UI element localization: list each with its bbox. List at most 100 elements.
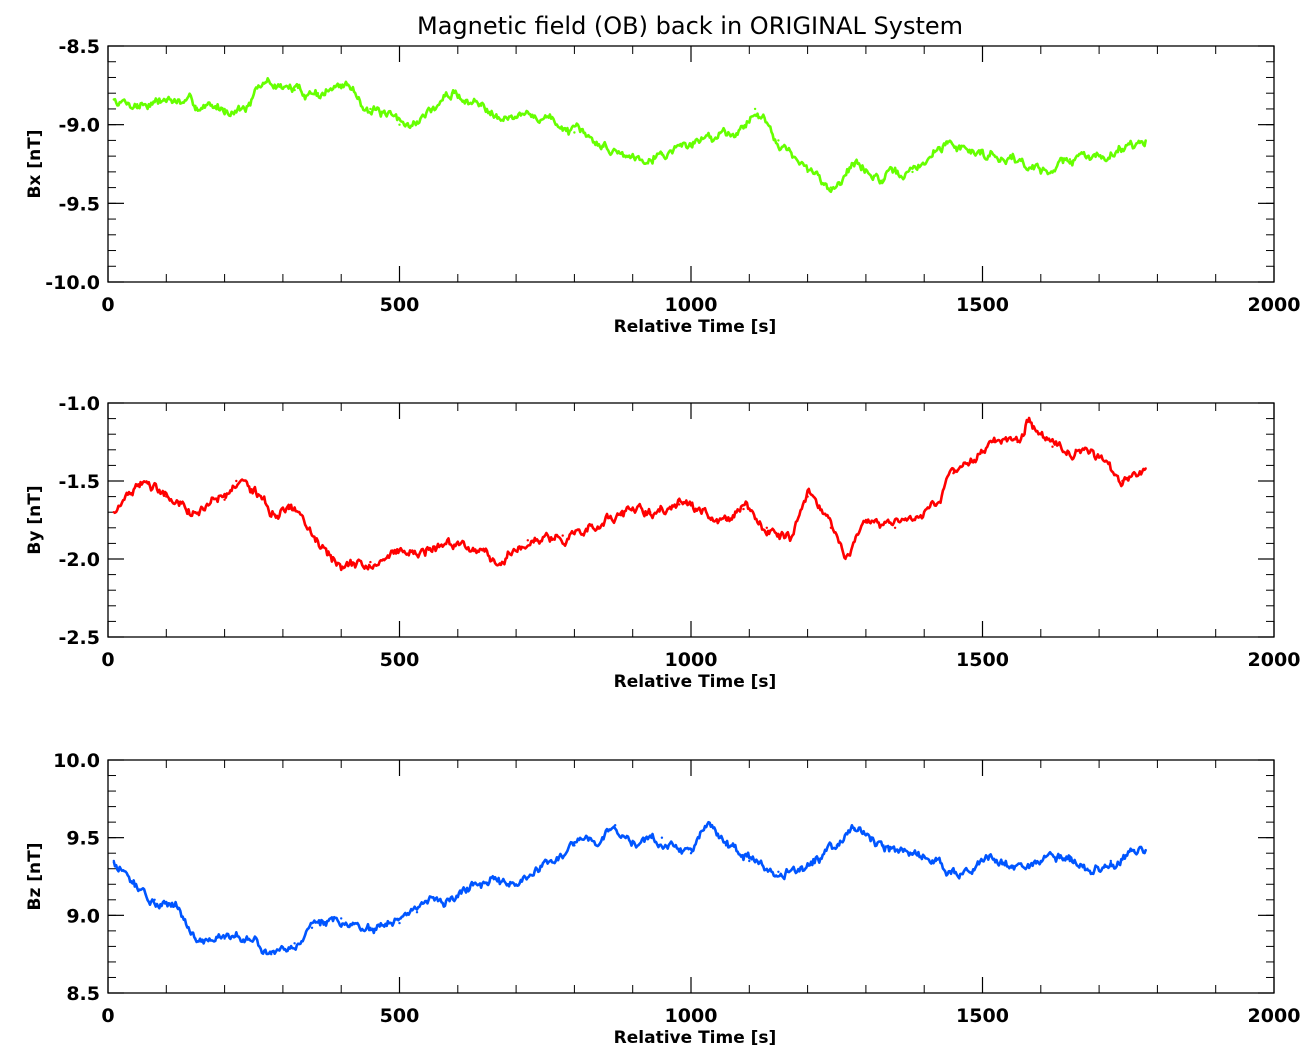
bx-data-point <box>829 186 833 189</box>
by-data-point <box>724 518 728 522</box>
bz-ytick-label: 8.5 <box>66 983 100 1005</box>
bx-ytick-label: -9.0 <box>58 115 100 137</box>
bx-panel: 0 500 1000 1500 2000 -8.5 -9.0 -9.5 -10.0 Relativ… <box>25 36 1300 337</box>
by-y-axis-label: By [nT] <box>25 485 45 554</box>
bx-data-point <box>946 142 949 145</box>
bz-data-point <box>614 824 617 827</box>
by-data-point <box>590 523 594 526</box>
by-data-point <box>270 514 273 517</box>
bz-data-point <box>777 870 780 873</box>
bz-data-point <box>806 864 809 867</box>
by-data-point <box>287 507 290 511</box>
bx-data-point <box>882 178 885 181</box>
bx-data-point <box>293 88 296 92</box>
by-data-point <box>788 537 792 540</box>
figure-title: Magnetic field (OB) back in ORIGINAL Sys… <box>417 12 963 40</box>
bz-data-point <box>153 898 156 901</box>
bx-data-point <box>264 81 267 84</box>
bz-xtick-label: 0 <box>101 1005 114 1027</box>
bx-data-point <box>981 151 984 155</box>
bz-data-point <box>631 839 634 842</box>
by-data-point <box>1074 448 1078 451</box>
bx-data-point <box>194 104 197 108</box>
bx-data-point <box>345 84 349 87</box>
bz-data-point <box>853 828 856 832</box>
bz-data-point <box>369 926 372 929</box>
bz-data-point <box>835 844 838 847</box>
by-data-point <box>829 526 833 529</box>
bx-data-point <box>1039 170 1043 174</box>
by-data-point <box>1027 417 1031 420</box>
bx-data-point <box>573 131 576 134</box>
by-panel: 0 500 1000 1500 2000 -1.0 -1.5 -2.0 -2.5 Relative… <box>25 393 1300 692</box>
by-data-point <box>649 511 652 514</box>
bz-data-point <box>544 859 547 863</box>
by-xtick-label: 1000 <box>665 649 718 671</box>
bx-data-point <box>1144 139 1147 142</box>
bx-data-point <box>415 120 419 123</box>
by-ytick-label: -2.0 <box>58 549 100 571</box>
bx-data-point <box>689 142 693 145</box>
bz-xtick-label: 2000 <box>1248 1005 1301 1027</box>
bz-x-axis-label: Relative Time [s] <box>614 1028 777 1048</box>
bx-data-point <box>631 154 634 158</box>
by-ytick-label: -2.5 <box>58 627 100 649</box>
bz-data-point <box>456 895 459 898</box>
by-data-point <box>1051 445 1054 448</box>
bz-data-point <box>748 859 751 863</box>
bz-data-point <box>130 880 133 883</box>
bz-data-point <box>882 844 885 847</box>
by-data-point <box>485 550 489 553</box>
by-data-point <box>952 472 955 475</box>
by-data-point <box>1144 467 1147 470</box>
by-data-point <box>864 518 868 522</box>
by-xtick-label: 500 <box>380 649 420 671</box>
bx-data-point <box>223 107 226 111</box>
bx-data-point <box>602 145 605 148</box>
bz-data-point <box>707 820 710 824</box>
bz-data-point <box>293 942 296 945</box>
by-data-point <box>147 482 150 486</box>
bz-xtick-label: 1000 <box>665 1005 718 1027</box>
bx-data-point <box>479 104 483 108</box>
by-ytick-label: -1.5 <box>58 471 100 493</box>
by-data-point <box>369 560 372 564</box>
bz-data-point <box>270 953 273 956</box>
bz-y-axis-label: Bz [nT] <box>25 842 45 910</box>
bx-data-point <box>450 92 454 95</box>
bz-data-point <box>340 917 343 920</box>
bx-data-point <box>316 92 320 95</box>
bz-data-point <box>1086 867 1089 870</box>
by-data-point <box>893 526 897 529</box>
by-xtick-label: 0 <box>101 649 114 671</box>
by-data-point <box>427 546 430 550</box>
bz-data-point <box>724 844 728 847</box>
bx-data-point <box>398 123 401 126</box>
by-data-point <box>844 557 847 561</box>
bx-data-point <box>806 170 809 174</box>
bx-data-point <box>911 170 914 174</box>
by-data-point <box>934 503 938 506</box>
by-data-point <box>765 526 768 529</box>
by-data-point <box>993 440 996 444</box>
by-data-point <box>1097 456 1101 459</box>
bz-data-point <box>573 844 576 847</box>
bx-xtick-label: 0 <box>101 294 114 316</box>
by-data-point <box>969 461 972 464</box>
by-data-point <box>526 539 529 542</box>
bz-data-point <box>514 883 518 886</box>
bz-data-point <box>1039 859 1043 863</box>
bz-ytick-label: 9.0 <box>66 905 100 927</box>
by-series-line <box>113 416 1147 572</box>
bz-data-point <box>415 911 419 914</box>
by-data-point <box>194 511 197 514</box>
bz-ytick-label: 10.0 <box>53 750 100 772</box>
by-data-point <box>340 565 343 568</box>
bz-data-point <box>310 926 314 929</box>
by-data-point <box>678 503 681 506</box>
bz-data-point <box>1132 848 1136 852</box>
by-data-point <box>806 495 809 498</box>
bz-data-point <box>252 937 255 940</box>
bx-data-point <box>112 98 116 101</box>
bz-data-point <box>1068 855 1072 858</box>
